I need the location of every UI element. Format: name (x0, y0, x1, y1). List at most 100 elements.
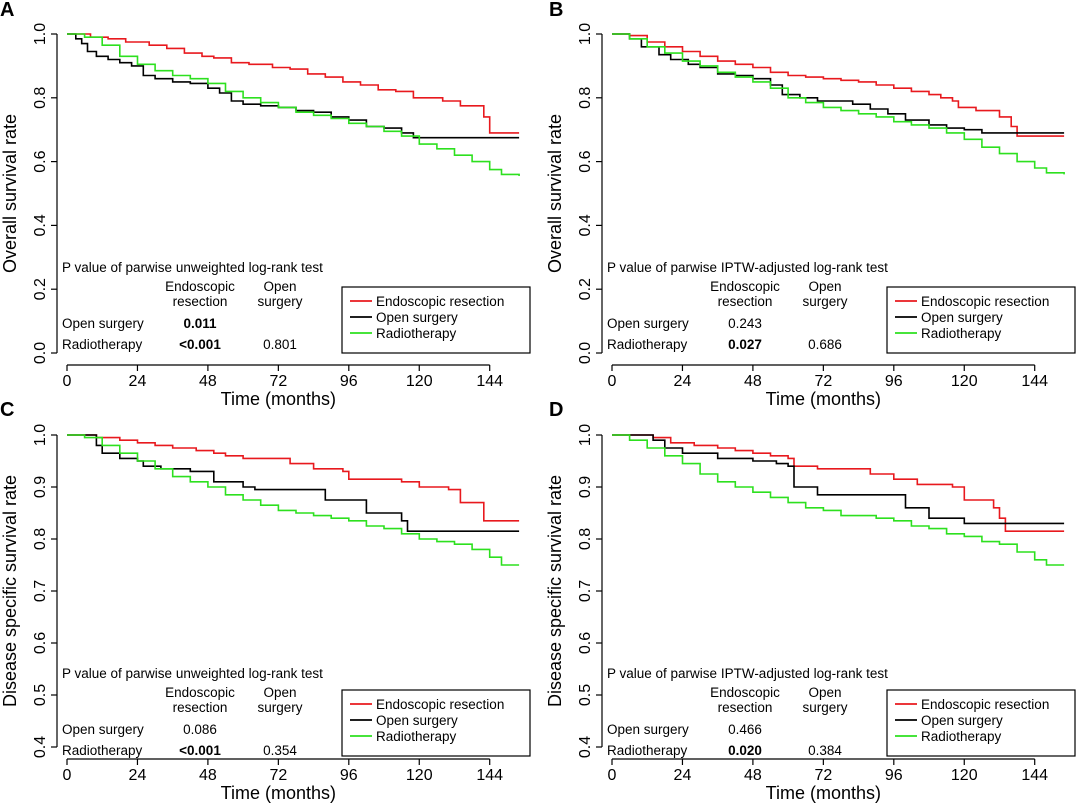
panel-d-x-tick-label: 96 (885, 767, 903, 784)
panel-b-y-tick-label: 0.6 (577, 150, 594, 172)
panel-b-y-tick-label: 0.0 (577, 342, 594, 364)
panel-a-x-tick-label: 120 (406, 373, 433, 390)
panel-c-pvalue: <0.001 (179, 743, 221, 758)
panel-d-row-label: Radiotherapy (607, 743, 688, 758)
panel-c-pvalue-title: P value of parwise unweighted log-rank t… (62, 666, 323, 681)
panel-c-x-axis-title: Time (months) (221, 783, 336, 803)
panel-b-pvalue: 0.686 (808, 337, 842, 352)
panel-a-col2-head: surgery (257, 294, 302, 309)
panel-d-y-tick-label: 0.8 (577, 528, 594, 550)
panel-b-pvalue: 0.243 (728, 316, 762, 331)
panel-c-x-tick-label: 0 (63, 767, 72, 784)
panel-a-row-label: Radiotherapy (62, 337, 143, 352)
panel-a-legend (341, 286, 531, 354)
panel-d-curve-open (612, 434, 1065, 525)
panel-d-x-tick-label: 120 (951, 767, 978, 784)
panel-c-row-label: Open surgery (62, 722, 144, 737)
panel-d-x-tick-label: 0 (608, 767, 617, 784)
panel-a-y-tick-label: 0.6 (32, 150, 49, 172)
panel-a-y-tick-label: 0.4 (32, 214, 49, 236)
panel-d-x-tick-label: 24 (674, 767, 692, 784)
panel-a-y-tick-label: 1.0 (32, 23, 49, 45)
panel-c-y-tick-label: 0.5 (32, 684, 49, 706)
panel-c-col1-head: Endoscopic (165, 685, 235, 700)
panel-c-row-label: Radiotherapy (62, 743, 143, 758)
panel-b-legend-label-radio: Radiotherapy (921, 326, 1002, 341)
panel-d-pvalue-title: P value of parwise IPTW-adjusted log-ran… (607, 666, 888, 681)
panel-c-x-tick-label: 120 (406, 767, 433, 784)
panel-d-col2-head: surgery (802, 700, 847, 715)
panel-d-y-tick-label: 0.5 (577, 684, 594, 706)
panel-d-x-tick-label: 48 (744, 767, 762, 784)
panel-c-col2-head: surgery (257, 700, 302, 715)
panel-b: B 0.0 0.2 0.4 0.6 0.8 1.0 0 24 48 72 96 120 144 Time (… (545, 0, 1076, 409)
panel-d-col1-head: Endoscopic (710, 685, 780, 700)
panel-d-legend (886, 689, 1076, 757)
panel-c-legend-label-radio: Radiotherapy (376, 729, 457, 744)
panel-a-x-tick-label: 0 (63, 373, 72, 390)
panel-b-x-tick-label: 120 (951, 373, 978, 390)
panel-c-col2-head: Open (263, 685, 296, 700)
panel-c-curve-radio (67, 434, 520, 566)
panel-b-y-tick-label: 0.2 (577, 278, 594, 300)
panel-d-col1-head: resection (718, 700, 773, 715)
panel-b-row-label: Radiotherapy (607, 337, 688, 352)
panel-a-x-tick-label: 72 (269, 373, 287, 390)
panel-d-x-tick-label: 144 (1021, 767, 1048, 784)
panel-a-x-tick-label: 48 (199, 373, 217, 390)
panel-a-curve-radio (67, 33, 520, 176)
panel-d-curve-endoscopic (612, 434, 1065, 532)
panel-c-col1-head: resection (173, 700, 228, 715)
panel-a-pvalue-title: P value of parwise unweighted log-rank t… (62, 260, 323, 275)
panel-c-y-tick-label: 0.9 (32, 476, 49, 498)
panel-d-y-axis-title: Disease specific survival rate (545, 475, 565, 707)
panel-c-y-tick-label: 0.8 (32, 528, 49, 550)
panel-c-legend-label-open: Open surgery (376, 713, 458, 728)
panel-a-x-tick-label: 24 (129, 373, 147, 390)
panel-d-pvalue: 0.020 (728, 743, 762, 758)
panel-a-x-tick-label: 96 (340, 373, 358, 390)
panel-b-y-axis-title: Overall survival rate (545, 114, 565, 273)
panel-a-curve-open (67, 33, 520, 139)
panel-d-y-tick-label: 0.6 (577, 632, 594, 654)
panel-d-y-tick-label: 0.9 (577, 476, 594, 498)
panel-d-x-tick-label: 72 (814, 767, 832, 784)
panel-a-legend-label-open: Open surgery (376, 310, 458, 325)
panel-d-x-axis-title: Time (months) (766, 783, 881, 803)
panel-a-y-axis-title: Overall survival rate (0, 114, 20, 273)
panel-b-y-tick-label: 0.4 (577, 214, 594, 236)
panel-a-curve-endoscopic (67, 33, 520, 134)
panel-c-x-tick-label: 24 (129, 767, 147, 784)
panel-c-x-tick-label: 72 (269, 767, 287, 784)
panel-c-x-tick-label: 48 (199, 767, 217, 784)
panel-d-y-tick-label: 0.4 (577, 736, 594, 758)
panel-b-legend-label-endoscopic: Endoscopic resection (921, 294, 1049, 309)
panel-c-y-tick-label: 0.6 (32, 632, 49, 654)
panel-b-col2-head: Open (808, 279, 841, 294)
panel-a-y-tick-label: 0.2 (32, 278, 49, 300)
panel-b-y-tick-label: 0.8 (577, 87, 594, 109)
panel-b-x-tick-label: 72 (814, 373, 832, 390)
panel-c-y-tick-label: 0.7 (32, 580, 49, 602)
panel-c: C 0.4 0.5 0.6 0.7 0.8 0.9 1.0 0 24 48 72 96 120 144 Tim… (0, 399, 531, 803)
panel-d-label: D (549, 399, 563, 421)
panel-b-col1-head: resection (718, 294, 773, 309)
panel-d-curve-radio (612, 434, 1065, 566)
panel-c-y-tick-label: 1.0 (32, 424, 49, 446)
panel-c-curve-endoscopic (67, 434, 520, 522)
panel-b-legend-label-open: Open surgery (921, 310, 1003, 325)
panel-a-x-tick-label: 144 (476, 373, 503, 390)
panel-c-y-axis-title: Disease specific survival rate (0, 475, 20, 707)
panel-d-legend-label-endoscopic: Endoscopic resection (921, 697, 1049, 712)
panel-b-label: B (549, 0, 563, 21)
panel-d-pvalue: 0.466 (728, 722, 762, 737)
panel-a-col2-head: Open (263, 279, 296, 294)
panel-b-row-label: Open surgery (607, 316, 689, 331)
panel-a-col1-head: resection (173, 294, 228, 309)
panel-d-legend-label-radio: Radiotherapy (921, 729, 1002, 744)
panel-a-col1-head: Endoscopic (165, 279, 235, 294)
panel-a-pvalue: <0.001 (179, 337, 221, 352)
panel-b-curve-open (612, 33, 1065, 134)
panel-b-x-tick-label: 48 (744, 373, 762, 390)
